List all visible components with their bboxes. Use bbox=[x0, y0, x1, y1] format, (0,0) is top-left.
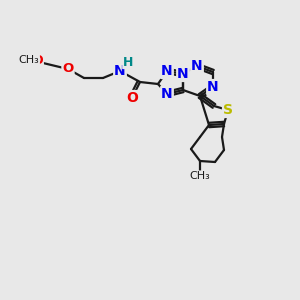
Text: N: N bbox=[177, 67, 189, 81]
Text: N: N bbox=[161, 87, 173, 101]
Text: O: O bbox=[62, 62, 74, 76]
Text: N: N bbox=[114, 64, 126, 78]
Text: N: N bbox=[207, 80, 219, 94]
Text: CH₃: CH₃ bbox=[190, 171, 210, 181]
Text: S: S bbox=[223, 103, 233, 117]
Text: O: O bbox=[126, 91, 138, 105]
Text: N: N bbox=[191, 59, 203, 73]
Text: H: H bbox=[123, 56, 133, 68]
Text: N: N bbox=[161, 64, 173, 78]
Text: CH₃: CH₃ bbox=[19, 55, 39, 65]
Text: O: O bbox=[33, 55, 43, 68]
